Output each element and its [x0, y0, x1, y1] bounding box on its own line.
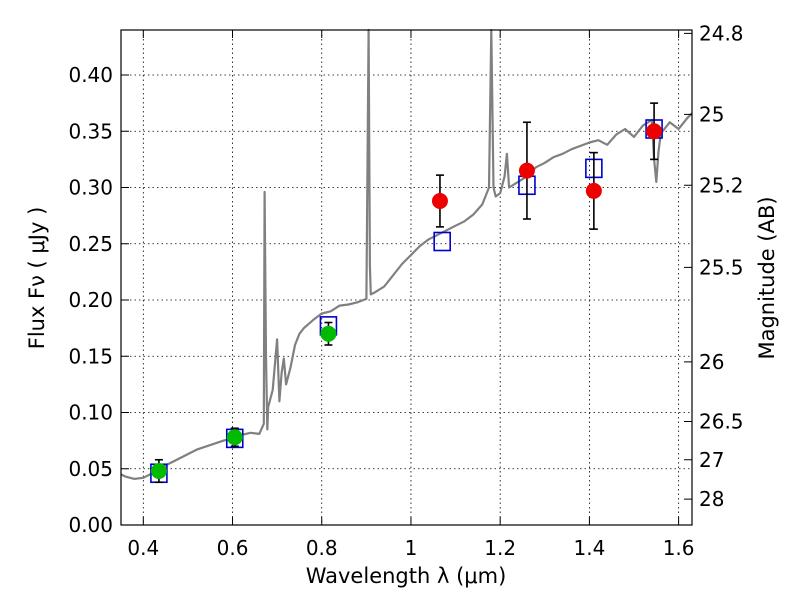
optical-detection-point [226, 429, 243, 446]
right-tick-label: 26 [699, 350, 724, 374]
axis-ticks: 0.4 0.6 0.8 1 1.2 1.4 1.6 0.00 0.05 0.10 0.15 0.20 0… [68, 21, 743, 560]
y-tick-label: 0.15 [68, 344, 113, 368]
photometry-points [150, 123, 663, 479]
optical-detection-point [320, 325, 337, 342]
right-axis-label: Magnitude (AB) [755, 196, 779, 359]
y-tick-label: 0.35 [68, 119, 113, 143]
right-tick-label: 25.2 [699, 173, 744, 197]
x-tick-label: 1.4 [573, 536, 605, 560]
x-tick-label: 1 [405, 536, 418, 560]
x-tick-label: 0.6 [217, 536, 249, 560]
model-photometry-square [433, 231, 451, 252]
right-tick-label: 27 [699, 448, 724, 472]
x-tick-label: 0.4 [127, 536, 159, 560]
x-tick-label: 1.2 [484, 536, 516, 560]
infrared-detection-point [518, 162, 535, 179]
y-axis-label: Flux Fν ( μJy ) [25, 207, 49, 350]
y-tick-label: 0.10 [68, 401, 113, 425]
y-tick-label: 0.30 [68, 176, 113, 200]
right-tick-label: 26.5 [699, 410, 744, 434]
right-tick-label: 24.8 [699, 21, 744, 45]
plot-frame [120, 29, 693, 526]
y-tick-label: 0.00 [68, 513, 113, 537]
infrared-detection-point [431, 193, 448, 209]
plot-content [120, 28, 693, 484]
model-spectrum-line [120, 28, 693, 480]
plot-background [121, 30, 692, 525]
x-tick-label: 1.6 [663, 536, 695, 560]
x-axis-label: Wavelength λ (μm) [306, 564, 507, 588]
y-tick-label: 0.05 [68, 457, 113, 481]
optical-detection-point [150, 463, 167, 479]
right-tick-label: 25 [699, 102, 724, 126]
y-tick-label: 0.20 [68, 288, 113, 312]
grid-lines [121, 30, 692, 526]
infrared-detection-point [585, 182, 602, 199]
y-tick-label: 0.25 [68, 232, 113, 256]
x-tick-label: 0.8 [306, 536, 338, 560]
infrared-detection-point [646, 123, 663, 140]
y-tick-label: 0.40 [68, 63, 113, 87]
right-tick-label: 25.5 [699, 255, 744, 279]
right-tick-label: 28 [699, 487, 724, 511]
